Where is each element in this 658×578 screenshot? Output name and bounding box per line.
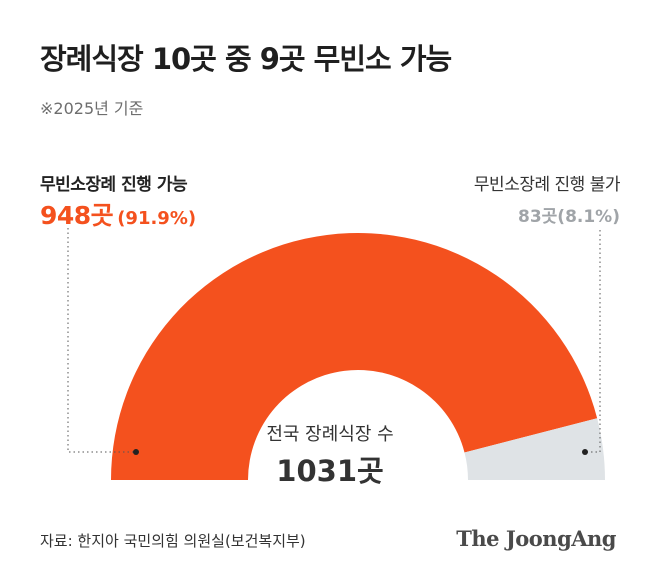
donut-segment-impossible — [464, 418, 605, 480]
leader-line-impossible — [585, 230, 601, 453]
leader-dot-possible — [133, 449, 139, 455]
segment-label-impossible: 무빈소장례 진행 불가 — [473, 175, 621, 195]
chart-subtitle: ※2025년 기준 — [40, 99, 144, 118]
donut-segment-possible — [111, 233, 598, 480]
segment-percent-possible: (91.9%) — [117, 208, 197, 229]
source-note: 자료: 한지아 국민의힘 의원실(보건복지부) — [40, 532, 306, 550]
center-value: 1031곳 — [276, 454, 384, 488]
center-label: 전국 장례식장 수 — [266, 424, 394, 445]
chart-title: 장례식장 10곳 중 9곳 무빈소 가능 — [40, 42, 452, 76]
segment-label-possible: 무빈소장례 진행 가능 — [40, 175, 188, 195]
brand-logo: The JoongAng — [456, 526, 616, 551]
leader-dot-impossible — [582, 449, 588, 455]
segment-count-possible: 948곳 — [40, 201, 114, 230]
segment-value-possible: 948곳 (91.9%) — [40, 196, 196, 232]
segment-value-impossible: 83곳(8.1%) — [518, 207, 620, 227]
